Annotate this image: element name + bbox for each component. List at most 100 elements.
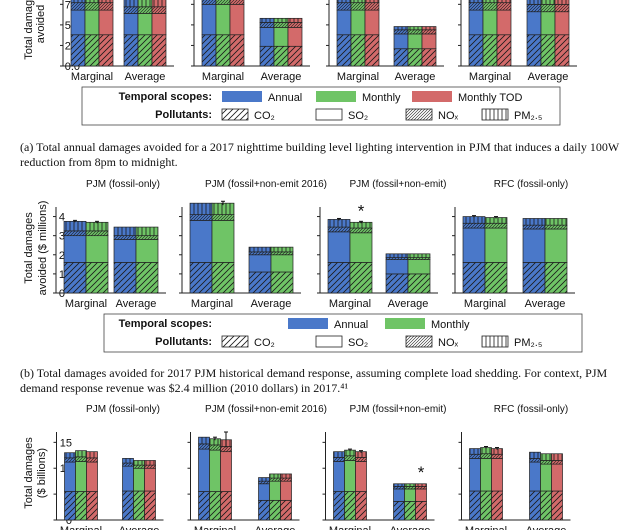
y-axis-label: ($ billions) [36,448,48,498]
panel-title: PJM (fossil-only) [86,179,160,190]
bar-hatch-nox [523,225,545,229]
caption-b: (b) Total damages avoided for 2017 PJM h… [20,366,608,395]
bar-segment-so2 [484,227,508,263]
y-axis-label: avoided [35,5,47,44]
bar-segment-so2 [355,461,367,492]
bar-hatch-nox [344,455,356,461]
bar-hatch-nox [85,2,99,11]
y-tick-label: 15 [60,437,72,449]
bar-segment-so2 [480,458,492,492]
legend-scope-label: Annual [334,319,368,331]
y-tick-label: 0 [66,515,72,527]
bar-hatch-co2 [216,34,230,66]
bar-segment-so2 [211,220,235,263]
bar-marginal-annual [198,436,210,521]
bar-hatch-co2 [394,48,408,66]
bar-hatch-pm25 [144,460,156,466]
legend-pattern-swatch [221,108,249,121]
bar-segment-so2 [98,9,114,36]
legend-scope-label: Monthly TOD [458,92,522,104]
bar-segment-so2 [364,9,380,36]
bar-hatch-pm25 [212,203,234,215]
bar-hatch-co2 [64,491,76,520]
legend-swatch-monthly [316,91,356,102]
bar-segment-so2 [544,228,568,263]
legend-swatch-annual [288,318,328,329]
bar-marginal-monthly-tod [86,451,98,521]
bar-hatch-nox [551,460,563,465]
bar-average-monthly [544,218,568,294]
bar-segment-so2 [496,9,512,36]
bar-segment-so2 [85,235,109,263]
bar-segment-so2 [393,33,409,50]
bar-hatch-pm25 [529,452,541,459]
legend-scope-label: Monthly [431,319,470,331]
bar-hatch-nox [138,6,152,14]
panel-title: PJM (fossil+non-emit 2016) [205,404,327,415]
bar-average-monthly-tod [554,0,570,67]
bar-hatch-co2 [190,262,212,293]
bar-hatch-nox [99,2,113,11]
bar-hatch-nox [483,2,497,11]
bar-hatch-co2 [337,34,351,66]
bar-segment-so2 [209,449,221,492]
legend-swatch-annual [222,91,262,102]
bar-hatch-pm25 [540,453,552,461]
bar-hatch-nox [86,457,98,463]
x-category-label: Marginal [202,71,244,83]
bar-segment-so2 [270,254,294,273]
bar-hatch-nox [497,2,511,11]
bar-marginal-monthly-tod [220,431,232,521]
bar-hatch-pm25 [260,18,274,23]
bar-hatch-nox [540,460,552,465]
bar-segment-so2 [64,461,76,492]
bar-hatch-pm25 [64,221,86,231]
bar-hatch-co2 [280,500,292,520]
bar-hatch-co2 [529,491,541,520]
bar-segment-so2 [84,9,100,36]
y-tick-label: 4 [59,212,65,224]
bar-hatch-nox [355,457,367,462]
bar-hatch-pm25 [190,203,212,215]
bar-hatch-pm25 [351,0,365,3]
panel-b-4: RFC (fossil-only) Marginal Average [452,179,575,310]
bar-hatch-pm25 [415,483,427,487]
bar-hatch-nox [64,457,76,463]
legend-a: Temporal scopes: Pollutants: Annual Monthly… [81,86,561,126]
bar-hatch-co2 [355,491,367,520]
bar-marginal-monthly [215,0,231,67]
bar-average-annual [258,477,270,521]
bar-hatch-nox [408,257,430,260]
panel-a-2: Marginal Average [191,0,310,83]
y-tick-label: 3 [59,231,65,243]
bar-marginal-monthly-tod [229,0,245,67]
bar-hatch-co2 [202,34,216,66]
bar-hatch-nox [386,257,408,260]
panel-title: PJM (fossil+non-emit) [350,404,447,415]
bar-hatch-pm25 [469,0,483,3]
bar-segment-so2 [269,480,281,501]
legend-pollutant-label: SO₂ [348,337,368,349]
bar-marginal-annual [333,451,345,521]
bar-hatch-pm25 [545,218,567,226]
bar-hatch-pm25 [527,0,541,5]
legend-pollutants-label: Pollutants: [155,336,212,348]
x-category-label: Average [525,298,566,310]
bar-marginal-monthly-tod [355,450,367,521]
bar-hatch-nox [152,6,166,14]
legend-swatch-monthly-tod [412,91,452,102]
bar-segment-so2 [151,13,167,36]
bar-hatch-co2 [491,491,503,520]
bar-average-monthly [540,0,556,67]
bar-average-monthly [407,253,431,294]
legend-pollutant-label: NOₓ [438,110,459,122]
bar-hatch-nox [541,4,555,12]
panel-title: RFC (fossil-only) [494,179,568,190]
bar-average-monthly [133,460,145,521]
x-category-label: Marginal [337,71,379,83]
x-category-label: Marginal [465,525,507,530]
bar-hatch-nox [260,22,274,28]
bar-segment-so2 [70,9,86,36]
legend-pollutant-label: NOₓ [438,337,459,349]
